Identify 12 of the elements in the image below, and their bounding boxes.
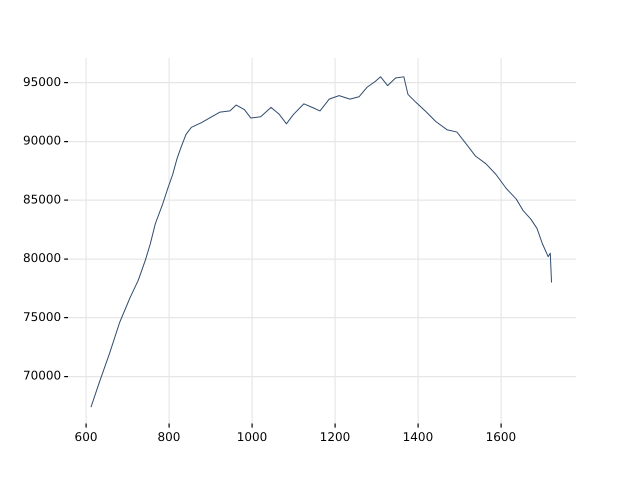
y-tick-label: 80000 <box>22 251 62 266</box>
x-tick-label: 800 <box>158 430 180 444</box>
x-tick-label: 600 <box>74 430 98 444</box>
y-tick-label: 75000 <box>22 310 62 324</box>
y-tick-label: 95000 <box>22 74 62 89</box>
y-tick-label: 90000 <box>22 134 62 148</box>
y-tick-label: 70000 <box>22 368 62 383</box>
x-tick-label: 1400 <box>402 430 434 444</box>
y-tick-label: 85000 <box>22 192 62 206</box>
x-tick-label: 1600 <box>486 430 516 444</box>
x-tick-label: 1200 <box>320 430 350 444</box>
x-tick-label: 1000 <box>236 430 268 444</box>
